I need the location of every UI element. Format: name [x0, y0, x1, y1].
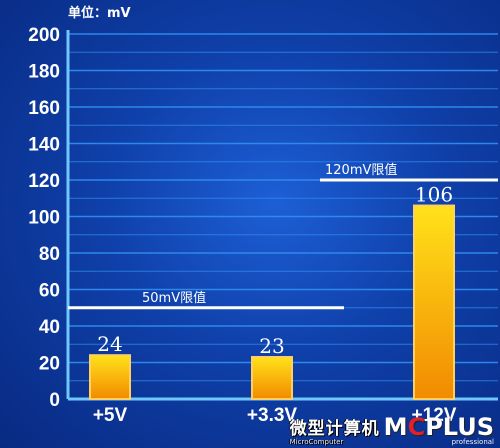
limit-layer: 50mV限值 120mV限值	[68, 162, 498, 310]
x-tick-label: +3.3V	[247, 405, 298, 426]
watermark-logo: MCPLUS professional	[383, 413, 494, 446]
watermark-cn: 微型计算机 MicroComputer	[289, 419, 380, 446]
label-layer: 24 +5V 23 +3.3V 106 +12V	[93, 183, 457, 426]
y-tick-label: 100	[28, 208, 60, 229]
watermark-en: MicroComputer	[289, 438, 344, 446]
y-tick-label: 80	[39, 244, 60, 265]
bar-value-label: 106	[415, 183, 453, 207]
x-tick-label: +12V	[412, 405, 457, 426]
watermark: 微型计算机 MicroComputer MCPLUS professional	[289, 413, 494, 446]
y-tick-label: 20	[39, 354, 60, 375]
y-tick-label: 160	[28, 98, 60, 119]
bar-value-label: 24	[97, 332, 122, 356]
y-tick-label: 140	[28, 135, 60, 156]
y-tick-label: 60	[39, 281, 60, 302]
axis-layer: 0 20 40 60 80 100 120 140 160 180 200	[28, 25, 498, 411]
x-tick-label: +5V	[93, 405, 128, 426]
bar-0	[89, 354, 131, 401]
limit-label: 50mV限值	[142, 290, 206, 306]
unit-label: 单位：mV	[68, 5, 131, 21]
bar-1	[251, 356, 293, 400]
y-tick-label: 180	[28, 62, 60, 83]
y-tick-label: 200	[28, 25, 60, 46]
limit-label: 120mV限值	[325, 162, 397, 178]
y-tick-label: 120	[28, 171, 60, 192]
watermark-sub: professional	[451, 438, 494, 446]
bar-value-label: 23	[259, 334, 284, 358]
bar-2	[413, 204, 455, 400]
y-tick-label: 0	[49, 390, 60, 411]
y-tick-label: 40	[39, 317, 60, 338]
bar-layer	[89, 204, 455, 401]
